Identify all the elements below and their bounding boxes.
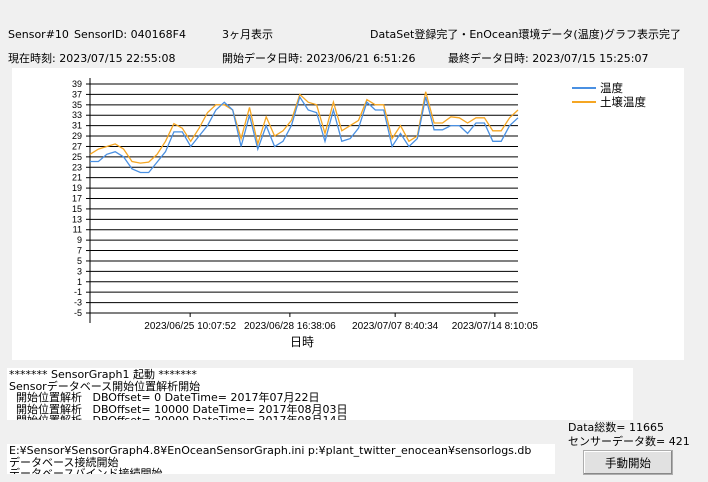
chart-panel: 39 37 35 33 31 29 27 25 23 21 19 17 15 13 11 9 7 5 3 1 -1 -3-… — [12, 68, 684, 360]
current-time: 現在時刻: 2023/07/15 22:55:08 — [8, 52, 176, 65]
log-box-db[interactable]: E:¥Sensor¥SensorGraph4.8¥EnOceanSensorGr… — [7, 444, 555, 474]
y-tick-label: -5 — [74, 308, 82, 318]
sensor-id: SensorID: 040168F4 — [74, 28, 186, 41]
y-tick-label: -1 — [74, 287, 82, 297]
last-data-time: 最終データ日時: 2023/07/15 15:25:07 — [448, 52, 649, 65]
manual-start-button[interactable]: 手動開始 — [583, 450, 673, 475]
y-tick-label: 27 — [72, 141, 82, 151]
y-tick-label: 19 — [72, 183, 82, 193]
y-tick-label: 13 — [72, 214, 82, 224]
x-axis-label: 日時 — [290, 335, 314, 349]
y-tick-label: 5 — [77, 256, 82, 266]
temperature-chart: 39373533312927252321191715131197531-1-3-… — [72, 78, 646, 349]
y-tick-label: 1 — [77, 277, 82, 287]
y-tick-label: 35 — [72, 100, 82, 110]
y-tick-label: 21 — [72, 173, 82, 183]
log-line: ******* SensorGraph1 起動 ******* — [9, 368, 197, 381]
y-tick-label: 23 — [72, 162, 82, 172]
y-tick-label: 37 — [72, 89, 82, 99]
x-tick-label: 2023/06/25 10:07:52 — [144, 321, 236, 332]
log-line: 開始位置解析 DBOffset= 20000 DateTime= 2017年08… — [9, 415, 631, 420]
log-line: Sensorデータベース開始位置解析開始 — [9, 379, 201, 393]
series-line-temperature — [90, 95, 519, 174]
y-tick-label: 17 — [72, 194, 82, 204]
y-tick-label: 11 — [73, 225, 82, 235]
log-line: E:¥Sensor¥SensorGraph4.8¥EnOceanSensorGr… — [9, 444, 532, 457]
y-tick-label: 15 — [72, 204, 82, 214]
y-tick-label: 3 — [77, 266, 82, 276]
series-line-soil-temperature — [89, 91, 519, 164]
sensor-number: Sensor#10 — [8, 28, 69, 41]
y-tick-label: 33 — [72, 110, 82, 120]
y-tick-label: 39 — [72, 79, 82, 89]
y-tick-label: -3 — [74, 298, 82, 308]
x-tick-label: 2023/06/28 16:38:06 — [244, 321, 336, 332]
x-tick-label: 2023/07/14 8:10:05 — [452, 321, 539, 332]
y-tick-label: 25 — [72, 152, 82, 162]
y-tick-label: 29 — [72, 131, 82, 141]
data-total-count: Data総数= 11665 — [568, 421, 664, 434]
y-tick-label: 31 — [72, 121, 82, 131]
status-text: DataSet登録完了・EnOcean環境データ(温度)グラフ表示完了 — [370, 28, 682, 41]
y-tick-label: 9 — [77, 235, 82, 245]
legend-label: 土壌温度 — [600, 95, 646, 109]
log-line: 開始位置解析 DBOffset= 10000 DateTime= 2017年08… — [9, 402, 348, 416]
log-line: データベースバインド接続開始 — [9, 467, 163, 474]
x-tick-label: 2023/07/07 8:40:34 — [352, 321, 439, 332]
legend-label: 温度 — [600, 81, 623, 95]
y-tick-label: 7 — [77, 246, 82, 256]
start-data-time: 開始データ日時: 2023/06/21 6:51:26 — [222, 52, 416, 65]
display-range: 3ヶ月表示 — [222, 28, 273, 41]
log-box-main[interactable]: ******* SensorGraph1 起動 ******* Sensorデータ… — [7, 368, 633, 420]
sensor-data-count: センサーデータ数= 421 — [568, 435, 690, 448]
log-line: 開始位置解析 DBOffset= 0 DateTime= 2017年07月22日 — [9, 391, 320, 404]
log-line: データベース接続開始 — [9, 455, 119, 469]
